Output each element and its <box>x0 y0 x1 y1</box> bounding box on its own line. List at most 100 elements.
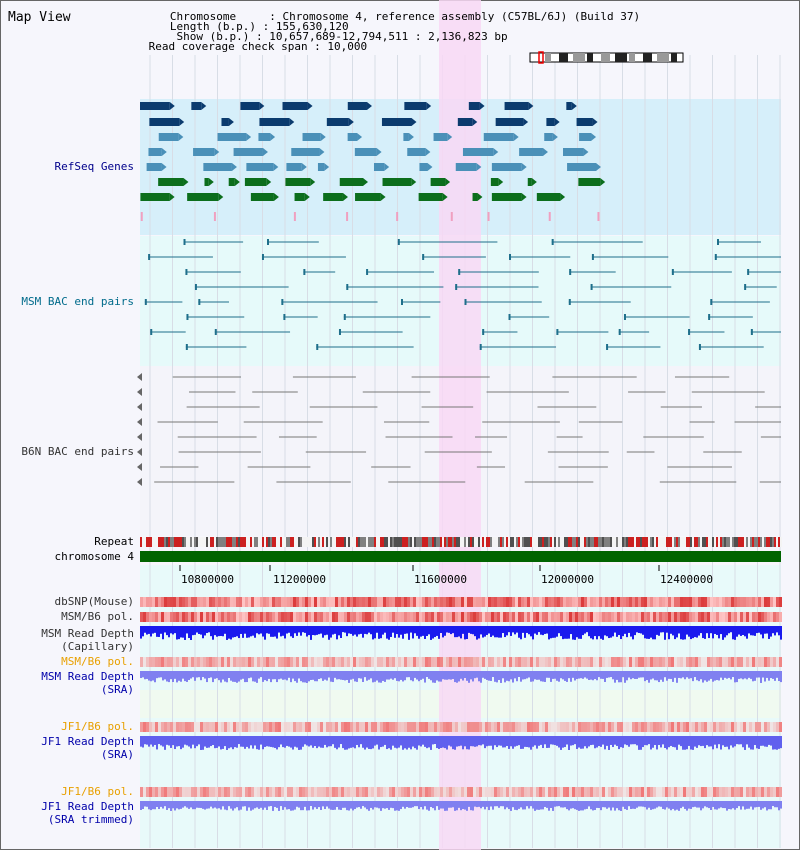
read-depth-bar <box>628 671 630 678</box>
polymorphism-density <box>209 612 212 622</box>
polymorphism-density <box>365 612 368 622</box>
polymorphism-density <box>284 612 287 622</box>
gene-feature <box>468 102 480 110</box>
read-depth-bar <box>750 671 752 679</box>
read-depth-bar <box>436 801 438 807</box>
polymorphism-density <box>446 597 449 607</box>
repeat-feature <box>450 537 452 547</box>
read-depth-bar <box>588 736 590 747</box>
read-depth-bar <box>410 626 412 633</box>
polymorphism-density <box>548 787 551 797</box>
read-depth-bar <box>430 626 432 640</box>
read-depth-bar <box>438 736 440 749</box>
read-depth-bar <box>622 736 624 748</box>
bac-end <box>717 239 720 245</box>
polymorphism-density <box>449 597 452 607</box>
read-depth-bar <box>406 671 408 678</box>
read-depth-bar <box>208 626 210 633</box>
polymorphism-density <box>599 722 602 732</box>
polymorphism-density <box>335 787 338 797</box>
polymorphism-density <box>203 597 206 607</box>
read-depth-bar <box>624 801 626 810</box>
repeat-feature <box>596 537 598 547</box>
gene-arrow <box>596 163 602 171</box>
polymorphism-density <box>485 597 488 607</box>
read-depth-bar <box>212 801 214 809</box>
polymorphism-density <box>296 657 299 667</box>
read-depth-bar <box>218 801 220 809</box>
polymorphism-density <box>698 597 701 607</box>
read-depth-bar <box>528 736 530 748</box>
read-depth-bar <box>280 671 282 679</box>
gene-feature <box>228 178 235 186</box>
track-label-b6n-bac[interactable]: B6N BAC end pairs <box>21 445 134 458</box>
polymorphism-density <box>251 612 254 622</box>
read-depth-bar <box>350 626 352 634</box>
track-label-refseq[interactable]: RefSeq Genes <box>54 160 134 173</box>
repeat-feature <box>382 537 384 547</box>
gene-arrow <box>493 148 499 156</box>
read-depth-bar <box>650 626 652 638</box>
polymorphism-density <box>545 787 548 797</box>
read-depth-bar <box>636 801 638 808</box>
track-label-msm-bac[interactable]: MSM BAC end pairs <box>21 295 134 308</box>
polymorphism-density <box>383 597 386 607</box>
polymorphism-density <box>338 657 341 667</box>
polymorphism-density <box>317 787 320 797</box>
read-depth-bar <box>424 801 426 807</box>
read-depth-bar <box>260 801 262 808</box>
polymorphism-density <box>449 657 452 667</box>
polymorphism-density <box>506 657 509 667</box>
repeat-feature <box>388 537 390 547</box>
read-depth-bar <box>778 671 780 682</box>
read-depth-bar <box>158 671 160 678</box>
read-depth-bar <box>310 626 312 640</box>
repeat-feature <box>648 537 650 547</box>
polymorphism-density <box>752 597 755 607</box>
repeat-feature <box>672 537 674 547</box>
polymorphism-density <box>461 612 464 622</box>
read-depth-bar <box>610 671 612 678</box>
read-depth-bar <box>656 671 658 681</box>
read-depth-bar <box>724 626 726 638</box>
polymorphism-density <box>749 612 752 622</box>
polymorphism-density <box>716 722 719 732</box>
polymorphism-density <box>326 787 329 797</box>
polymorphism-density <box>641 787 644 797</box>
polymorphism-density <box>758 722 761 732</box>
repeat-feature <box>224 537 226 547</box>
polymorphism-density <box>467 657 470 667</box>
repeat-feature <box>272 537 274 547</box>
read-depth-bar <box>428 736 430 748</box>
polymorphism-density <box>299 722 302 732</box>
bac-end <box>346 284 349 290</box>
gene-arrow <box>270 133 276 141</box>
repeat-feature <box>318 537 320 547</box>
polymorphism-density <box>329 657 332 667</box>
read-depth-bar <box>534 801 536 811</box>
repeat-feature <box>308 537 310 547</box>
polymorphism-density <box>617 722 620 732</box>
polymorphism-density <box>692 657 695 667</box>
repeat-feature <box>488 537 490 547</box>
polymorphism-density <box>224 787 227 797</box>
repeat-feature <box>780 537 782 547</box>
bac-end <box>186 314 189 320</box>
polymorphism-density <box>755 612 758 622</box>
polymorphism-density <box>167 787 170 797</box>
polymorphism-density <box>503 787 506 797</box>
polymorphism-density <box>650 612 653 622</box>
read-depth-bar <box>240 626 242 634</box>
polymorphism-density <box>248 787 251 797</box>
polymorphism-density <box>764 612 767 622</box>
read-depth-bar <box>220 801 222 810</box>
repeat-feature <box>386 537 388 547</box>
polymorphism-density <box>743 657 746 667</box>
polymorphism-density <box>353 612 356 622</box>
read-depth-bar <box>460 736 462 746</box>
read-depth-bar <box>746 736 748 745</box>
read-depth-bar <box>218 736 220 747</box>
read-depth-bar <box>276 736 278 750</box>
polymorphism-density <box>242 787 245 797</box>
